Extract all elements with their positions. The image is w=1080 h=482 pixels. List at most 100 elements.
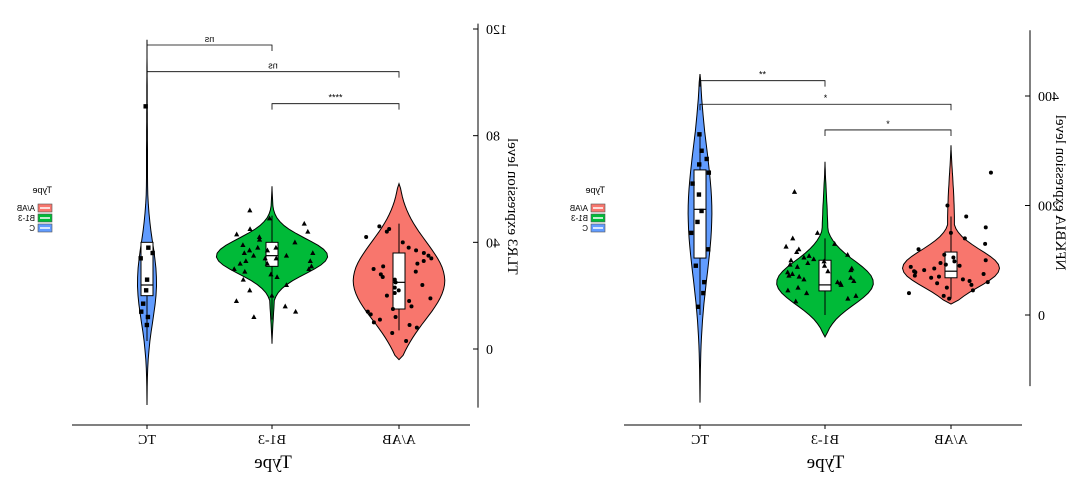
data-point xyxy=(429,256,434,261)
box-iqr xyxy=(392,252,406,310)
legend-entry: B1-3 xyxy=(18,214,35,223)
data-point xyxy=(243,258,249,263)
significance-label: * xyxy=(886,119,890,129)
data-point xyxy=(392,291,397,295)
data-point xyxy=(944,285,949,290)
data-point xyxy=(922,268,927,273)
data-point xyxy=(845,295,851,301)
data-point xyxy=(371,320,376,325)
data-point xyxy=(247,287,253,293)
data-point xyxy=(428,296,433,301)
data-point xyxy=(806,253,812,258)
violin-tc xyxy=(136,39,158,406)
data-point xyxy=(421,251,426,255)
data-point xyxy=(400,240,405,245)
data-point xyxy=(378,272,383,277)
significance-bracket xyxy=(271,103,400,110)
x-axis-label: Type xyxy=(254,452,292,473)
legend-entry: A/AB xyxy=(570,204,588,213)
data-point xyxy=(256,234,263,239)
data-point xyxy=(981,271,986,276)
data-point xyxy=(957,263,962,268)
data-point xyxy=(695,219,700,225)
significance-bracket xyxy=(146,71,400,78)
legend-entry: A/AB xyxy=(17,204,35,213)
data-point xyxy=(310,250,316,255)
data-point xyxy=(256,236,263,242)
legend-title: Type xyxy=(32,185,52,195)
y-axis-label: TLR3 expression level xyxy=(504,138,520,275)
data-point xyxy=(845,251,851,257)
data-point xyxy=(234,231,240,237)
data-point xyxy=(943,262,948,267)
data-point xyxy=(407,299,412,303)
significance-label: * xyxy=(823,93,827,103)
data-point xyxy=(247,207,253,213)
data-point xyxy=(832,241,838,246)
data-point xyxy=(264,247,271,253)
data-point xyxy=(983,258,988,263)
data-point xyxy=(796,273,802,279)
data-point xyxy=(377,224,382,229)
significance-bracket xyxy=(824,129,952,136)
data-point xyxy=(308,263,315,269)
data-point xyxy=(699,208,704,214)
data-point xyxy=(693,263,699,268)
data-point xyxy=(952,259,957,264)
data-point xyxy=(414,248,419,253)
y-tick-label: 40 xyxy=(486,236,500,251)
data-point xyxy=(377,317,382,322)
data-point xyxy=(251,314,257,319)
data-point xyxy=(951,255,956,260)
data-point xyxy=(393,315,398,319)
data-point xyxy=(301,220,307,226)
data-point xyxy=(947,296,952,301)
data-point xyxy=(821,262,828,268)
data-point xyxy=(384,293,389,298)
data-point xyxy=(908,264,913,269)
data-point xyxy=(935,281,940,286)
data-point xyxy=(706,247,711,252)
significance-label: ** xyxy=(759,70,767,80)
data-point xyxy=(368,312,373,317)
data-point xyxy=(785,287,791,293)
data-point xyxy=(404,339,409,343)
data-point xyxy=(415,261,420,266)
data-point xyxy=(804,290,810,296)
data-point xyxy=(697,132,702,137)
data-point xyxy=(788,257,794,263)
data-point xyxy=(305,228,311,234)
data-point xyxy=(237,260,243,266)
data-point xyxy=(407,323,412,327)
data-point xyxy=(929,275,934,280)
data-point xyxy=(283,252,290,258)
data-point xyxy=(834,279,841,285)
data-point xyxy=(790,235,796,241)
y-axis-label: NFKBIA expression level xyxy=(1052,115,1068,271)
data-point xyxy=(266,215,273,221)
data-point xyxy=(821,258,827,264)
data-point xyxy=(696,192,702,197)
data-point xyxy=(144,322,150,328)
data-point xyxy=(697,162,702,167)
data-point xyxy=(306,266,312,271)
data-point xyxy=(140,301,146,306)
x-tick-label: TC xyxy=(691,433,709,448)
data-point xyxy=(241,250,247,255)
data-point xyxy=(704,156,709,162)
data-point xyxy=(246,247,253,253)
data-point xyxy=(371,267,376,271)
data-point xyxy=(983,225,988,230)
data-point xyxy=(396,288,401,293)
data-point xyxy=(706,170,712,175)
box-iqr xyxy=(140,241,154,297)
data-point xyxy=(392,285,397,290)
data-point xyxy=(421,259,426,263)
data-point xyxy=(426,253,431,258)
data-point xyxy=(240,242,246,247)
data-point xyxy=(786,272,792,278)
significance-bracket xyxy=(699,80,826,87)
data-point xyxy=(912,269,917,274)
